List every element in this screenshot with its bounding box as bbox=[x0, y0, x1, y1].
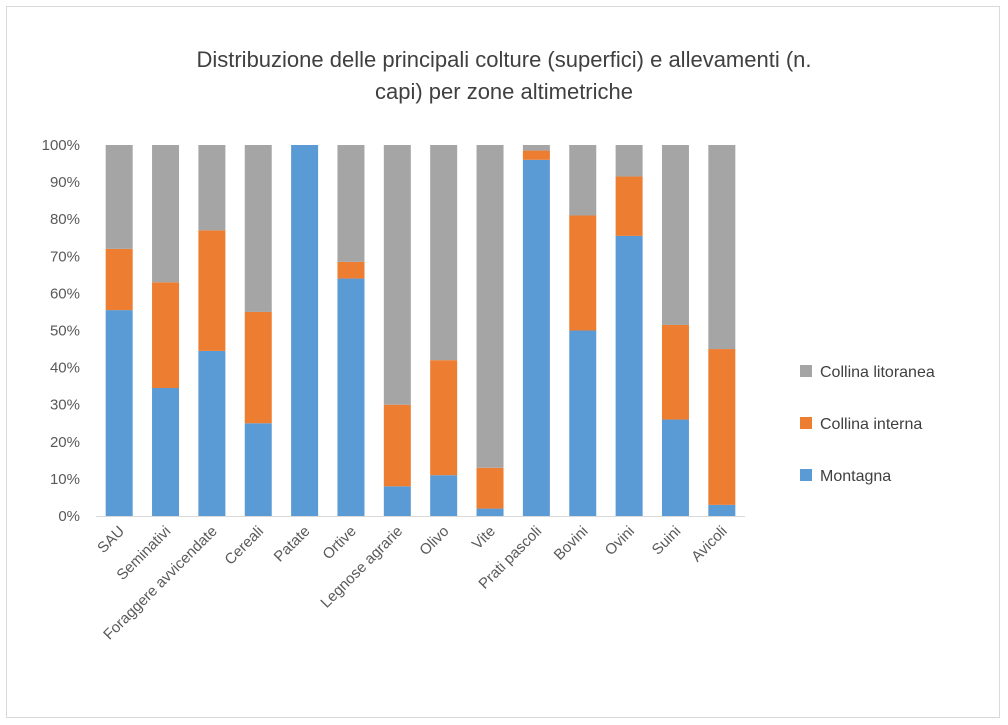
bar-segment bbox=[152, 388, 180, 516]
bar-segment bbox=[337, 145, 365, 262]
bar-segment bbox=[198, 350, 226, 516]
y-tick-label: 60% bbox=[50, 285, 80, 302]
bar-segment bbox=[244, 145, 272, 312]
bar-segment bbox=[152, 282, 180, 389]
bar-segment bbox=[522, 159, 550, 516]
bar-segment bbox=[522, 150, 550, 160]
bar-segment bbox=[661, 324, 689, 420]
y-axis: 0% 10% 20% 30% 40% 50% 60% 70% 80% 90% 100% bbox=[42, 137, 80, 525]
bar-segment bbox=[105, 310, 133, 516]
legend-label: Montagna bbox=[820, 468, 891, 485]
legend-swatch bbox=[800, 417, 812, 429]
y-tick-label: 0% bbox=[58, 508, 80, 525]
bar-segment bbox=[661, 419, 689, 516]
bars bbox=[105, 145, 736, 516]
bar-segment bbox=[476, 467, 504, 509]
bar-segment bbox=[105, 248, 133, 311]
chart-title-line-2: capi) per zone altimetriche bbox=[374, 79, 633, 104]
bar-segment bbox=[291, 145, 319, 516]
legend-label: Collina litoranea bbox=[820, 364, 935, 381]
bar-segment bbox=[152, 145, 180, 283]
bar-segment bbox=[661, 145, 689, 325]
y-tick-label: 90% bbox=[50, 174, 80, 191]
bar-segment bbox=[244, 311, 272, 424]
bar-segment bbox=[244, 423, 272, 516]
category-label: Legnose agrarie bbox=[317, 523, 406, 612]
legend: Collina litoranea Collina interna Montagna bbox=[800, 364, 935, 485]
category-label: Avicoli bbox=[688, 523, 730, 565]
bar-segment bbox=[569, 145, 597, 216]
bar-segment bbox=[708, 349, 736, 505]
bar-segment bbox=[569, 330, 597, 516]
bar-segment bbox=[615, 145, 643, 177]
bar-segment bbox=[522, 145, 550, 151]
legend-label: Collina interna bbox=[820, 416, 922, 433]
y-tick-label: 70% bbox=[50, 248, 80, 265]
bar-segment bbox=[615, 176, 643, 236]
category-label: Bovini bbox=[551, 523, 592, 564]
category-label: Patate bbox=[271, 523, 314, 566]
bar-segment bbox=[569, 215, 597, 331]
y-tick-label: 30% bbox=[50, 397, 80, 414]
bar-segment bbox=[383, 404, 411, 487]
bar-segment bbox=[476, 145, 504, 468]
y-tick-label: 10% bbox=[50, 471, 80, 488]
bar-segment bbox=[383, 145, 411, 405]
bar-segment bbox=[337, 261, 365, 279]
legend-swatch bbox=[800, 365, 812, 377]
bar-segment bbox=[430, 475, 458, 516]
category-label: Cereali bbox=[221, 523, 267, 569]
bar-segment bbox=[430, 145, 458, 361]
bar-segment bbox=[337, 278, 365, 516]
legend-swatch bbox=[800, 469, 812, 481]
category-label: Ovini bbox=[602, 523, 638, 559]
y-tick-label: 80% bbox=[50, 211, 80, 228]
chart-title-line-1: Distribuzione delle principali colture (… bbox=[196, 47, 812, 72]
y-tick-label: 20% bbox=[50, 434, 80, 451]
category-label: Vite bbox=[469, 523, 499, 553]
category-label: Ortive bbox=[319, 523, 359, 563]
bar-segment bbox=[383, 486, 411, 516]
bar-segment bbox=[430, 360, 458, 476]
bar-segment bbox=[198, 230, 226, 351]
category-label: Olivo bbox=[416, 523, 452, 559]
bar-segment bbox=[615, 235, 643, 516]
bar-segment bbox=[105, 145, 133, 249]
bar-segment bbox=[708, 504, 736, 516]
bar-segment bbox=[198, 145, 226, 231]
category-label: SAU bbox=[94, 523, 128, 557]
bar-segment bbox=[476, 508, 504, 516]
chart-title: Distribuzione delle principali colture (… bbox=[0, 44, 1008, 108]
y-tick-label: 100% bbox=[42, 137, 80, 154]
y-tick-label: 50% bbox=[50, 323, 80, 340]
category-label: Suini bbox=[649, 523, 685, 559]
y-tick-label: 40% bbox=[50, 360, 80, 377]
bar-segment bbox=[708, 145, 736, 350]
